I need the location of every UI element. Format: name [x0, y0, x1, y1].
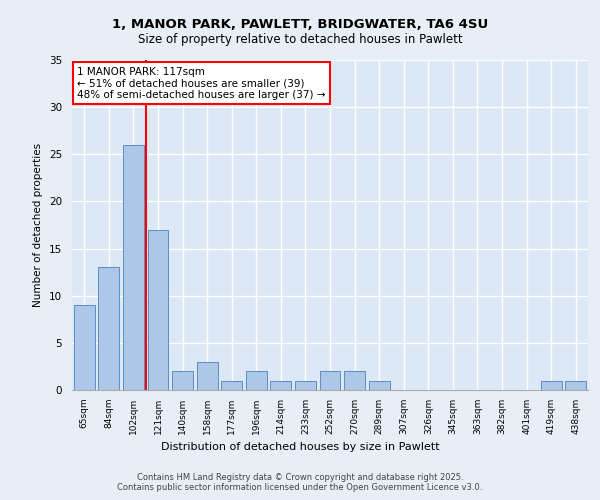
Bar	[172, 371, 193, 390]
Bar	[295, 380, 316, 390]
Bar	[368, 380, 389, 390]
Bar	[271, 380, 292, 390]
Bar	[148, 230, 169, 390]
Text: Contains HM Land Registry data © Crown copyright and database right 2025.
Contai: Contains HM Land Registry data © Crown c…	[118, 473, 482, 492]
Bar	[197, 362, 218, 390]
Text: 1, MANOR PARK, PAWLETT, BRIDGWATER, TA6 4SU: 1, MANOR PARK, PAWLETT, BRIDGWATER, TA6 …	[112, 18, 488, 30]
Bar	[541, 380, 562, 390]
Bar	[98, 268, 119, 390]
Text: Distribution of detached houses by size in Pawlett: Distribution of detached houses by size …	[161, 442, 439, 452]
Text: Size of property relative to detached houses in Pawlett: Size of property relative to detached ho…	[137, 32, 463, 46]
Text: 1 MANOR PARK: 117sqm
← 51% of detached houses are smaller (39)
48% of semi-detac: 1 MANOR PARK: 117sqm ← 51% of detached h…	[77, 66, 326, 100]
Bar	[344, 371, 365, 390]
Bar	[221, 380, 242, 390]
Bar	[74, 305, 95, 390]
Bar	[320, 371, 340, 390]
Y-axis label: Number of detached properties: Number of detached properties	[34, 143, 43, 307]
Bar	[123, 145, 144, 390]
Bar	[246, 371, 267, 390]
Bar	[565, 380, 586, 390]
